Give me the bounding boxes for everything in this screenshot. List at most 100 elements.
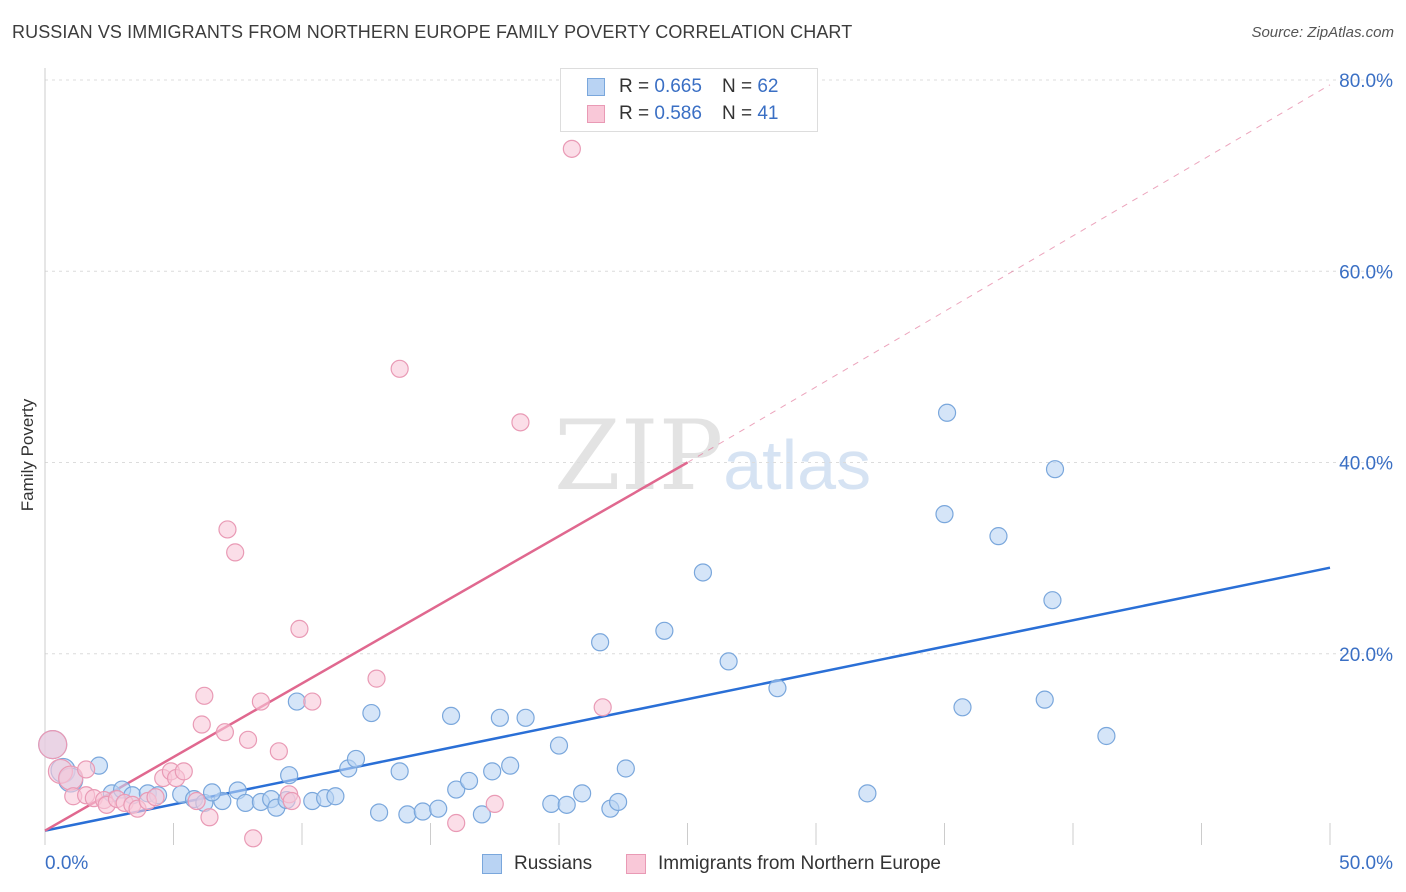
legend-n-value: 41 [757, 103, 779, 124]
point-russians [591, 633, 610, 652]
point-russians [280, 766, 299, 785]
point-russians [1045, 460, 1065, 479]
point-northern-europe [303, 692, 322, 711]
y-tick-label: 40.0% [1339, 454, 1393, 475]
point-northern-europe [38, 729, 68, 760]
point-russians [719, 652, 738, 671]
point-russians [989, 527, 1008, 546]
point-russians [935, 505, 954, 524]
point-russians [459, 771, 479, 791]
legend-r-value: 0.665 [654, 76, 702, 97]
correlation-legend: R = 0.665 N = 62 R = 0.586 N = 41 [560, 68, 818, 132]
point-northern-europe [269, 742, 288, 761]
point-russians [953, 698, 972, 717]
point-russians [542, 794, 561, 813]
point-russians [549, 736, 569, 755]
y-tick-label: 60.0% [1339, 262, 1393, 283]
legend-r-label: R = [619, 103, 650, 124]
point-russians [858, 784, 877, 803]
bottom-legend-swatch-blue [482, 854, 502, 874]
point-northern-europe [390, 359, 409, 378]
point-russians [346, 749, 366, 769]
point-northern-europe [174, 762, 193, 781]
trendline-northern-europe [44, 461, 689, 832]
watermark-zip: ZIP [554, 400, 724, 512]
point-russians [362, 703, 381, 723]
point-northern-europe [200, 808, 219, 827]
point-russians [390, 762, 409, 781]
point-northern-europe [251, 692, 270, 711]
x-tick-label: 0.0% [45, 853, 88, 874]
legend-r-label: R = [619, 76, 650, 97]
bottom-legend-swatch-pink [626, 854, 646, 874]
point-northern-europe [195, 686, 214, 705]
point-northern-europe [282, 791, 301, 811]
point-northern-europe [511, 413, 530, 432]
bottom-legend-russians: Russians [482, 852, 592, 876]
watermark: ZIPatlas [554, 400, 871, 512]
point-northern-europe [485, 794, 504, 813]
point-northern-europe [367, 669, 386, 688]
point-russians [490, 708, 509, 727]
point-russians [236, 793, 255, 813]
chart-title: RUSSIAN VS IMMIGRANTS FROM NORTHERN EURO… [12, 22, 853, 42]
legend-n-value: 62 [757, 76, 779, 97]
point-northern-europe [244, 829, 263, 848]
grid-lines [45, 79, 1392, 655]
point-russians [557, 795, 576, 814]
point-russians [1035, 690, 1054, 709]
point-russians [413, 802, 432, 821]
point-russians [501, 756, 520, 775]
point-northern-europe [77, 760, 96, 779]
point-northern-europe [593, 698, 612, 717]
point-russians [287, 692, 306, 711]
bottom-legend-northern-europe: Immigrants from Northern Europe [626, 852, 941, 876]
point-russians [370, 803, 389, 822]
legend-n-label: N = [721, 103, 753, 124]
point-northern-europe [192, 715, 211, 734]
point-northern-europe [187, 791, 206, 811]
trendline-russians [44, 566, 1331, 832]
point-russians [326, 787, 345, 806]
legend-r-value: 0.586 [654, 103, 702, 124]
point-northern-europe [447, 813, 466, 833]
axes [44, 68, 1331, 845]
point-russians [1097, 726, 1116, 746]
point-northern-europe [290, 619, 309, 638]
tick-labels: 20.0% 40.0% 60.0% 80.0% 0.0% 50.0% [45, 71, 1393, 874]
point-russians [447, 780, 466, 799]
data-points [38, 139, 1116, 848]
point-russians [1043, 591, 1062, 610]
legend-row-northern-europe: R = 0.586 N = 41 [587, 101, 778, 127]
point-russians [609, 792, 628, 812]
point-russians [429, 799, 448, 818]
legend-swatch-pink [587, 105, 605, 123]
point-russians [483, 762, 502, 781]
point-russians [398, 805, 417, 824]
point-russians [937, 403, 957, 422]
point-russians [202, 783, 222, 802]
source-label: Source: ZipAtlas.com [1251, 24, 1394, 41]
point-northern-europe [218, 520, 237, 539]
legend-n-label: N = [721, 76, 753, 97]
legend-row-russians: R = 0.665 N = 62 [587, 74, 778, 100]
point-russians [768, 679, 787, 698]
point-russians [693, 563, 713, 582]
point-russians [472, 805, 491, 824]
point-russians [616, 759, 635, 778]
point-russians [441, 706, 461, 726]
point-russians [516, 708, 535, 727]
point-northern-europe [238, 730, 258, 749]
trendline-northern-europe-extension [687, 84, 1331, 463]
point-northern-europe [215, 723, 234, 742]
point-northern-europe [226, 543, 245, 562]
x-tick-label: 50.0% [1339, 853, 1393, 874]
trend-lines [44, 84, 1331, 832]
point-russians [655, 621, 674, 640]
watermark-atlas: atlas [723, 426, 872, 504]
legend-swatch-blue [587, 78, 605, 96]
point-russians [573, 784, 592, 803]
y-tick-label: 20.0% [1339, 645, 1393, 666]
point-northern-europe [562, 139, 581, 158]
